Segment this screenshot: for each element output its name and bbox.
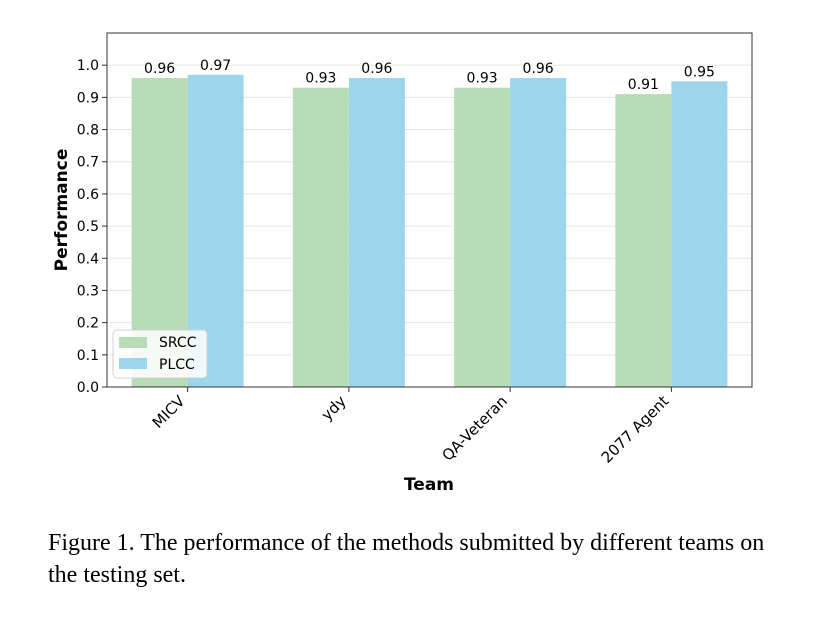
bar-srcc	[454, 87, 511, 387]
bar-value-label: 0.95	[684, 64, 715, 80]
bar-value-label: 0.97	[200, 58, 231, 74]
x-tick-label: QA-Veteran	[438, 392, 511, 465]
bar-value-label: 0.96	[144, 61, 175, 77]
y-tick-label: 0.6	[77, 187, 99, 203]
legend-label-srcc: SRCC	[159, 335, 197, 351]
legend-label-plcc: PLCC	[159, 357, 195, 373]
x-axis-label: Team	[404, 475, 454, 495]
x-tick-label: ydy	[318, 392, 350, 424]
legend-swatch-plcc	[119, 358, 147, 369]
y-tick-label: 0.2	[77, 316, 99, 332]
y-tick-label: 0.9	[77, 90, 99, 106]
figure-caption: Figure 1. The performance of the methods…	[48, 530, 765, 588]
bar-plcc	[510, 78, 567, 388]
x-tick-label: 2077 Agent	[598, 392, 673, 467]
bar-value-labels: 0.96 0.97 0.93 0.96 0.93 0.96 0.91 0.95	[144, 58, 715, 93]
legend: SRCC PLCC	[112, 329, 208, 379]
bar-value-label: 0.93	[467, 71, 498, 87]
x-axis-ticks: MICV ydy QA-Veteran 2077 Agent	[149, 387, 673, 467]
y-tick-label: 0.0	[77, 380, 99, 396]
y-tick-label: 0.8	[77, 123, 99, 139]
y-tick-label: 0.5	[77, 219, 99, 235]
y-tick-label: 0.4	[77, 251, 99, 267]
y-tick-label: 0.1	[77, 348, 99, 364]
legend-swatch-srcc	[119, 337, 147, 348]
bar-srcc	[292, 87, 349, 387]
y-axis-ticks: 0.0 0.1 0.2 0.3 0.4 0.5 0.6 0.7 0.8 0.9 1.0	[77, 58, 107, 396]
x-tick-label: MICV	[149, 392, 189, 432]
bar-value-label: 0.96	[523, 61, 554, 77]
y-tick-label: 0.3	[77, 283, 99, 299]
y-tick-label: 0.7	[77, 155, 99, 171]
bar-value-label: 0.93	[305, 71, 336, 87]
bar-value-label: 0.91	[628, 77, 659, 93]
bar-value-label: 0.96	[361, 61, 392, 77]
plot-frame	[106, 32, 753, 388]
y-tick-label: 1.0	[77, 58, 99, 74]
bar-plcc	[671, 81, 728, 387]
bars	[131, 74, 728, 388]
bar-plcc	[348, 78, 405, 388]
y-axis-label: Performance	[52, 149, 72, 272]
bar-srcc	[615, 94, 672, 388]
